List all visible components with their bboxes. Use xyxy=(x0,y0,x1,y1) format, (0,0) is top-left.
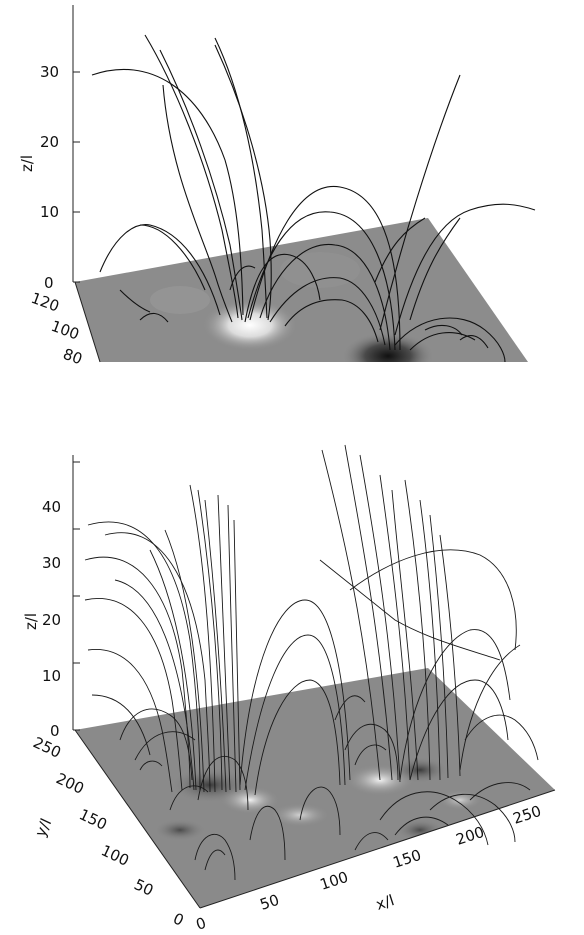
top-z-tick-30: 30 xyxy=(40,63,59,81)
top-field-lines xyxy=(91,34,536,363)
bottom-z-tick-20: 20 xyxy=(42,611,61,629)
top-field-line-plot: 0 10 20 30 z/l 120 100 80 xyxy=(0,0,584,370)
bottom-field-lines-left xyxy=(84,484,351,881)
top-plot-canvas: 0 10 20 30 z/l 120 100 80 xyxy=(18,5,536,368)
top-magnetogram-plane xyxy=(75,218,528,362)
bottom-z-axis-ticks xyxy=(73,461,80,731)
bottom-x-axis-title: x/l xyxy=(374,891,397,914)
top-z-tick-10: 10 xyxy=(40,203,59,221)
bottom-magnetogram-plane xyxy=(75,668,555,908)
top-y-tick-80: 80 xyxy=(61,345,85,368)
top-z-axis-title: z/l xyxy=(18,155,36,172)
bottom-z-axis-title: z/l xyxy=(22,613,40,630)
bottom-field-line-plot: 0 10 20 30 40 z/l 250 200 150 100 50 0 y… xyxy=(0,440,584,935)
top-y-axis xyxy=(74,281,101,363)
bottom-z-tick-30: 30 xyxy=(42,554,61,572)
bottom-field-lines-right xyxy=(319,444,539,851)
bottom-y-axis xyxy=(74,729,201,909)
bottom-x-tick-150: 150 xyxy=(391,846,424,872)
bottom-z-tick-0: 0 xyxy=(50,722,60,740)
bottom-y-tick-100: 100 xyxy=(98,841,132,869)
top-magnetogram-features xyxy=(150,252,434,362)
top-z-tick-0: 0 xyxy=(44,274,54,292)
bottom-y-tick-0: 0 xyxy=(170,909,186,929)
top-z-tick-20: 20 xyxy=(40,133,59,151)
top-y-tick-100: 100 xyxy=(49,317,82,344)
bottom-x-axis xyxy=(199,789,556,909)
bottom-x-tick-250: 250 xyxy=(511,802,544,828)
bottom-y-tick-50: 50 xyxy=(131,875,156,899)
top-y-tick-120: 120 xyxy=(29,289,62,316)
top-z-axis-ticks xyxy=(73,71,80,283)
bottom-y-axis-title: y/l xyxy=(31,816,55,840)
bottom-x-tick-100: 100 xyxy=(318,868,351,894)
bottom-x-tick-50: 50 xyxy=(258,891,282,914)
bottom-plot-canvas: 0 10 20 30 40 z/l 250 200 150 100 50 0 y… xyxy=(22,444,556,934)
bottom-z-tick-40: 40 xyxy=(42,498,61,516)
bottom-x-tick-0: 0 xyxy=(194,914,209,934)
bottom-y-tick-150: 150 xyxy=(76,805,110,833)
bottom-y-tick-200: 200 xyxy=(53,769,87,797)
bottom-z-tick-10: 10 xyxy=(42,667,61,685)
